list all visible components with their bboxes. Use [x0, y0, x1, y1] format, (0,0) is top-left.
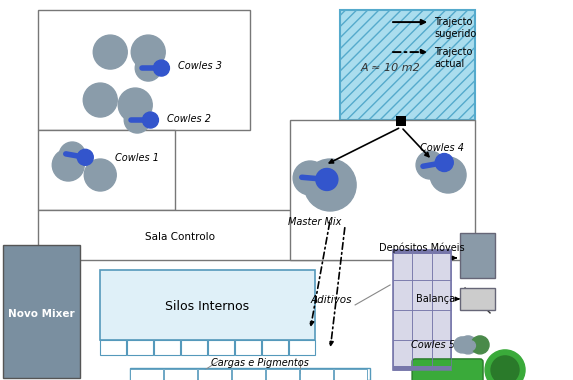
Text: Cowles 4: Cowles 4 [420, 143, 464, 153]
Circle shape [59, 142, 85, 168]
Bar [130, 369, 163, 380]
Bar [460, 233, 495, 278]
Bar [393, 366, 451, 370]
Text: Balança: Balança [416, 294, 455, 304]
Bar [3, 245, 80, 378]
Text: Silos Internos: Silos Internos [165, 301, 249, 314]
Bar [431, 250, 451, 280]
Bar [38, 10, 250, 130]
Circle shape [435, 154, 453, 171]
FancyBboxPatch shape [412, 359, 483, 380]
Text: Cowles 3: Cowles 3 [178, 61, 222, 71]
Circle shape [416, 151, 444, 179]
Text: Aditivos: Aditivos [310, 295, 352, 305]
Bar [393, 280, 413, 310]
Bar [289, 340, 315, 355]
Bar [127, 340, 153, 355]
Circle shape [118, 88, 152, 122]
Text: Cowles 5: Cowles 5 [411, 340, 455, 350]
Bar [396, 116, 406, 126]
Bar [38, 210, 340, 260]
Circle shape [471, 336, 489, 354]
Circle shape [93, 35, 127, 69]
Bar [164, 369, 197, 380]
Text: Master Mix: Master Mix [288, 217, 342, 227]
Bar [334, 369, 367, 380]
Bar [235, 340, 261, 355]
Text: Trajecto
actual: Trajecto actual [434, 47, 473, 69]
Bar [198, 369, 231, 380]
Bar [100, 270, 315, 340]
Bar [431, 310, 451, 340]
Bar [413, 280, 431, 310]
Circle shape [465, 340, 476, 351]
Circle shape [430, 157, 466, 193]
Bar [413, 310, 431, 340]
Bar [393, 250, 413, 280]
Text: Depósitos Móveis: Depósitos Móveis [379, 243, 465, 253]
Text: A ≈ 10 m2: A ≈ 10 m2 [360, 63, 420, 73]
Bar [38, 130, 175, 210]
Bar [262, 340, 288, 355]
Text: Sala Controlo: Sala Controlo [145, 232, 215, 242]
Bar [431, 340, 451, 370]
Text: Novo Mixer: Novo Mixer [8, 309, 74, 319]
Bar [393, 310, 413, 340]
Bar [290, 120, 475, 260]
Circle shape [52, 149, 84, 181]
Circle shape [84, 159, 116, 191]
Text: Cowles 1: Cowles 1 [115, 153, 159, 163]
Bar [413, 250, 431, 280]
Text: Cargas e Pigmentos: Cargas e Pigmentos [211, 358, 309, 368]
Circle shape [293, 161, 327, 195]
Bar [232, 369, 265, 380]
Circle shape [124, 107, 150, 133]
Bar [130, 368, 370, 380]
Circle shape [131, 35, 165, 69]
Text: Trajecto
sugerido: Trajecto sugerido [434, 17, 476, 39]
Bar [393, 250, 451, 254]
Circle shape [316, 168, 338, 190]
Bar [208, 340, 234, 355]
Circle shape [83, 83, 117, 117]
Bar [393, 250, 451, 370]
Circle shape [459, 336, 477, 354]
Bar [340, 10, 475, 120]
Bar [460, 288, 495, 310]
Circle shape [454, 337, 470, 353]
Circle shape [143, 112, 158, 128]
Bar [413, 340, 431, 370]
Bar [266, 369, 299, 380]
Circle shape [491, 356, 519, 380]
Bar [431, 280, 451, 310]
Circle shape [135, 55, 161, 81]
Bar [100, 340, 126, 355]
Circle shape [77, 149, 93, 165]
Text: Cowles 2: Cowles 2 [167, 114, 211, 124]
Bar [181, 340, 207, 355]
Bar [393, 340, 413, 370]
Circle shape [304, 159, 356, 211]
Circle shape [485, 350, 525, 380]
Bar [300, 369, 333, 380]
Bar [154, 340, 180, 355]
Circle shape [154, 60, 170, 76]
